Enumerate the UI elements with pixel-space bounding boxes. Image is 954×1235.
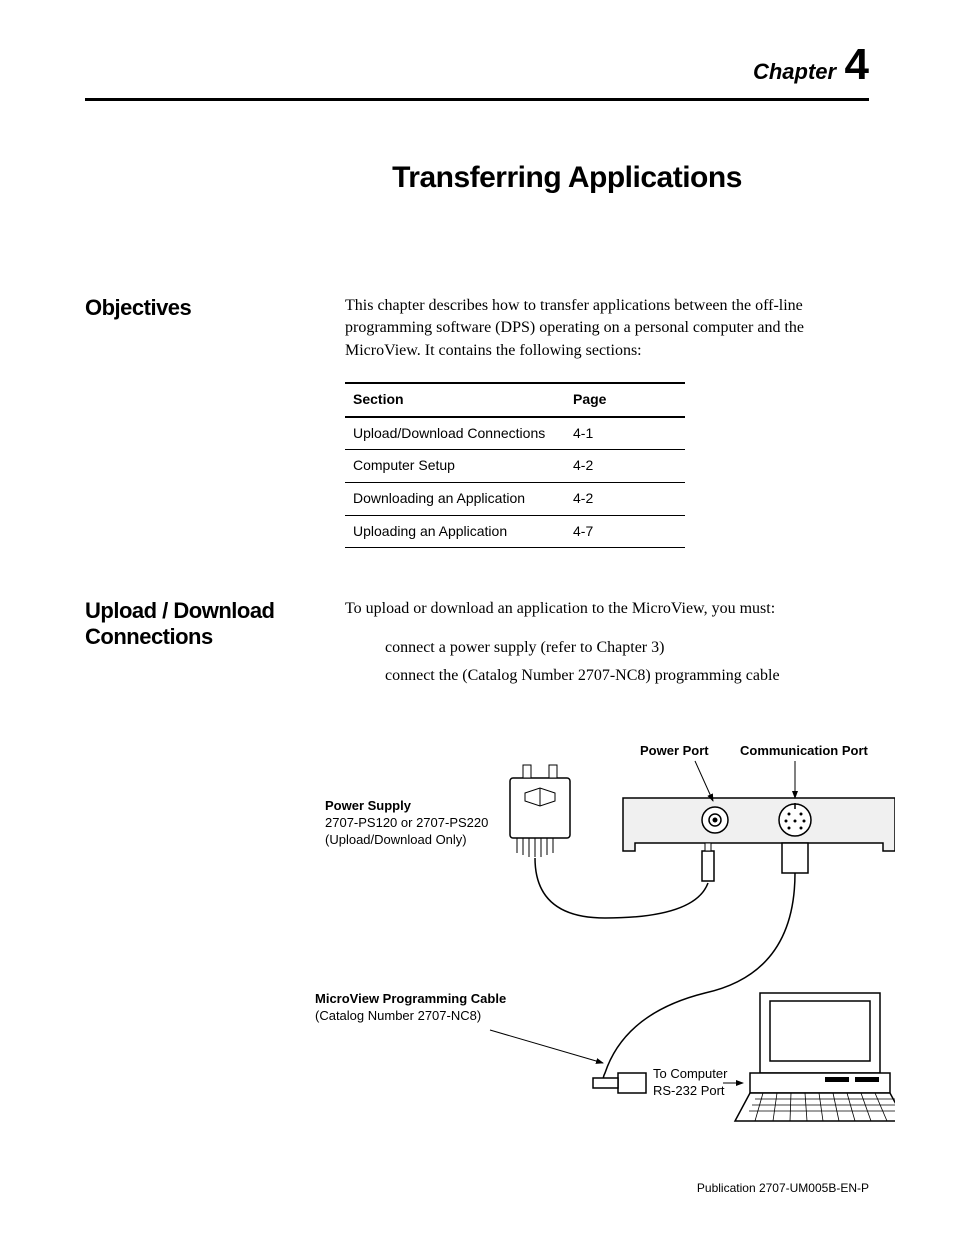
bullet-item: connect the (Catalog Number 2707-NC8) pr… [385,665,869,687]
upload-download-intro: To upload or download an application to … [345,598,869,620]
chapter-title: Transferring Applications [265,161,869,195]
sections-table: Section Page Upload/Download Connections… [345,382,685,548]
table-cell: Upload/Download Connections [345,417,565,450]
table-row: Computer Setup 4-2 [345,450,685,483]
objectives-heading: Objectives [85,295,345,321]
publication-footer: Publication 2707-UM005B-EN-P [697,1181,869,1195]
table-row: Downloading an Application 4-2 [345,482,685,515]
power-supply-icon [510,765,570,857]
table-header-row: Section Page [345,383,685,417]
microview-device-icon [623,798,895,851]
chapter-number: 4 [845,40,869,89]
computer-icon [735,993,895,1121]
table-cell: 4-7 [565,515,685,548]
table-cell: 4-1 [565,417,685,450]
objectives-section: Objectives This chapter describes how to… [85,295,869,548]
upload-download-section: Upload / Download Connections To upload … [85,598,869,693]
table-row: Upload/Download Connections 4-1 [345,417,685,450]
table-cell: Uploading an Application [345,515,565,548]
connection-diagram: Power Port Communication Port Power Supp… [265,743,895,1153]
upload-download-heading: Upload / Download Connections [85,598,345,650]
header-rule [85,98,869,101]
table-cell: 4-2 [565,482,685,515]
diagram-svg [265,743,895,1153]
bullet-item: connect a power supply (refer to Chapter… [385,637,869,659]
table-header-page: Page [565,383,685,417]
chapter-label: Chapter [753,59,836,84]
table-cell: Downloading an Application [345,482,565,515]
table-header-section: Section [345,383,565,417]
chapter-header: Chapter 4 [85,40,869,90]
table-cell: 4-2 [565,450,685,483]
table-cell: Computer Setup [345,450,565,483]
objectives-intro: This chapter describes how to transfer a… [345,295,869,362]
table-row: Uploading an Application 4-7 [345,515,685,548]
